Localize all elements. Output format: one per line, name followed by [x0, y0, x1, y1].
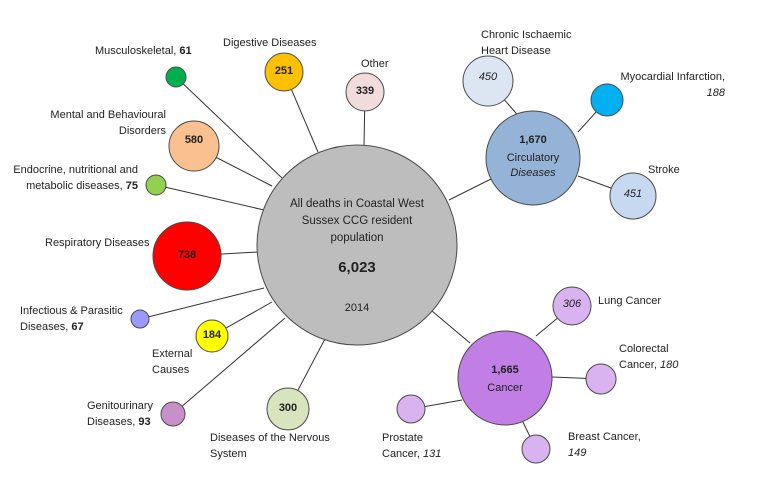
circulatory-value: 1,670: [519, 134, 547, 146]
cancer-value: 1,665: [491, 364, 519, 376]
bubble-endocrine: [145, 174, 167, 196]
other-label: Other: [361, 58, 389, 70]
endocrine-label: Endocrine, nutritional and metabolic dis…: [13, 164, 138, 192]
nervous-value: 300: [278, 402, 298, 414]
other-value: 339: [355, 85, 375, 97]
bubble-respiratory: [152, 221, 222, 291]
bubble-other: [345, 72, 385, 112]
infectious-label: Infectious & Parasitic Diseases, 67: [20, 305, 123, 333]
bubble-breast: [521, 434, 551, 464]
nervous-label: Diseases of the Nervous System: [210, 432, 330, 460]
center-total: 6,023: [338, 259, 376, 276]
stroke-label: Stroke: [648, 164, 680, 176]
bubble-cancer: [457, 330, 553, 426]
musculoskeletal-label: Musculoskeletal, 61: [95, 45, 192, 57]
respiratory-label: Respiratory Diseases: [45, 237, 150, 249]
connector-musculoskeletal: [175, 76, 283, 179]
connector-circulatory: [448, 176, 496, 201]
external-value: 184: [202, 329, 222, 341]
circulatory-label: Circulatory: [506, 152, 560, 164]
mental-label: Mental and Behavioural Disorders: [50, 109, 166, 137]
connector-genitourinary: [172, 317, 286, 415]
respiratory-value: 738: [177, 249, 197, 261]
stroke-value: 451: [623, 188, 643, 200]
bubble-musculoskeletal: [165, 66, 187, 88]
bubble-genitourinary: [160, 401, 186, 427]
bubble-chd: [462, 55, 514, 107]
mi-label: Myocardial Infarction, 188: [620, 71, 725, 99]
lung-value: 306: [562, 298, 582, 310]
bubble-nervous: [266, 387, 310, 431]
bubble-mental: [168, 120, 220, 172]
center-year: 2014: [344, 302, 370, 314]
bubble-circulatory: [485, 110, 581, 206]
connector-cancer: [431, 310, 471, 344]
bubble-infectious: [130, 309, 150, 329]
center-bubble: [256, 144, 458, 346]
bubble-prostate: [396, 394, 426, 424]
bubble-lung: [552, 286, 592, 326]
genitourinary-label: Genitourinary Diseases, 93: [87, 400, 154, 428]
lung-label: Lung Cancer: [598, 295, 661, 307]
external-label: External Causes: [152, 348, 193, 376]
chd-label: Chronic Ischaemic Heart Disease: [481, 29, 572, 57]
connector-endocrine: [155, 184, 265, 211]
cancer-label: Cancer: [487, 382, 523, 394]
digestive-value: 251: [274, 65, 294, 77]
bubble-stroke: [609, 172, 657, 220]
chd-value: 450: [478, 71, 498, 83]
mental-value: 580: [184, 134, 204, 146]
prostate-label: Prostate Cancer, 131: [382, 432, 442, 460]
connector-infectious: [139, 287, 265, 320]
breast-label: Breast Cancer, 149: [568, 431, 641, 459]
center-title: All deaths in Coastal West Sussex CCG re…: [289, 198, 425, 244]
colorectal-label: Colorectal Cancer, 180: [619, 343, 679, 371]
bubble-external: [195, 319, 229, 353]
bubble-colorectal: [585, 363, 617, 395]
bubble-digestive: [264, 52, 304, 92]
digestive-label: Digestive Diseases: [223, 37, 317, 49]
circulatory-label-italic: Diseases: [510, 167, 556, 179]
bubble-mi: [590, 83, 624, 117]
